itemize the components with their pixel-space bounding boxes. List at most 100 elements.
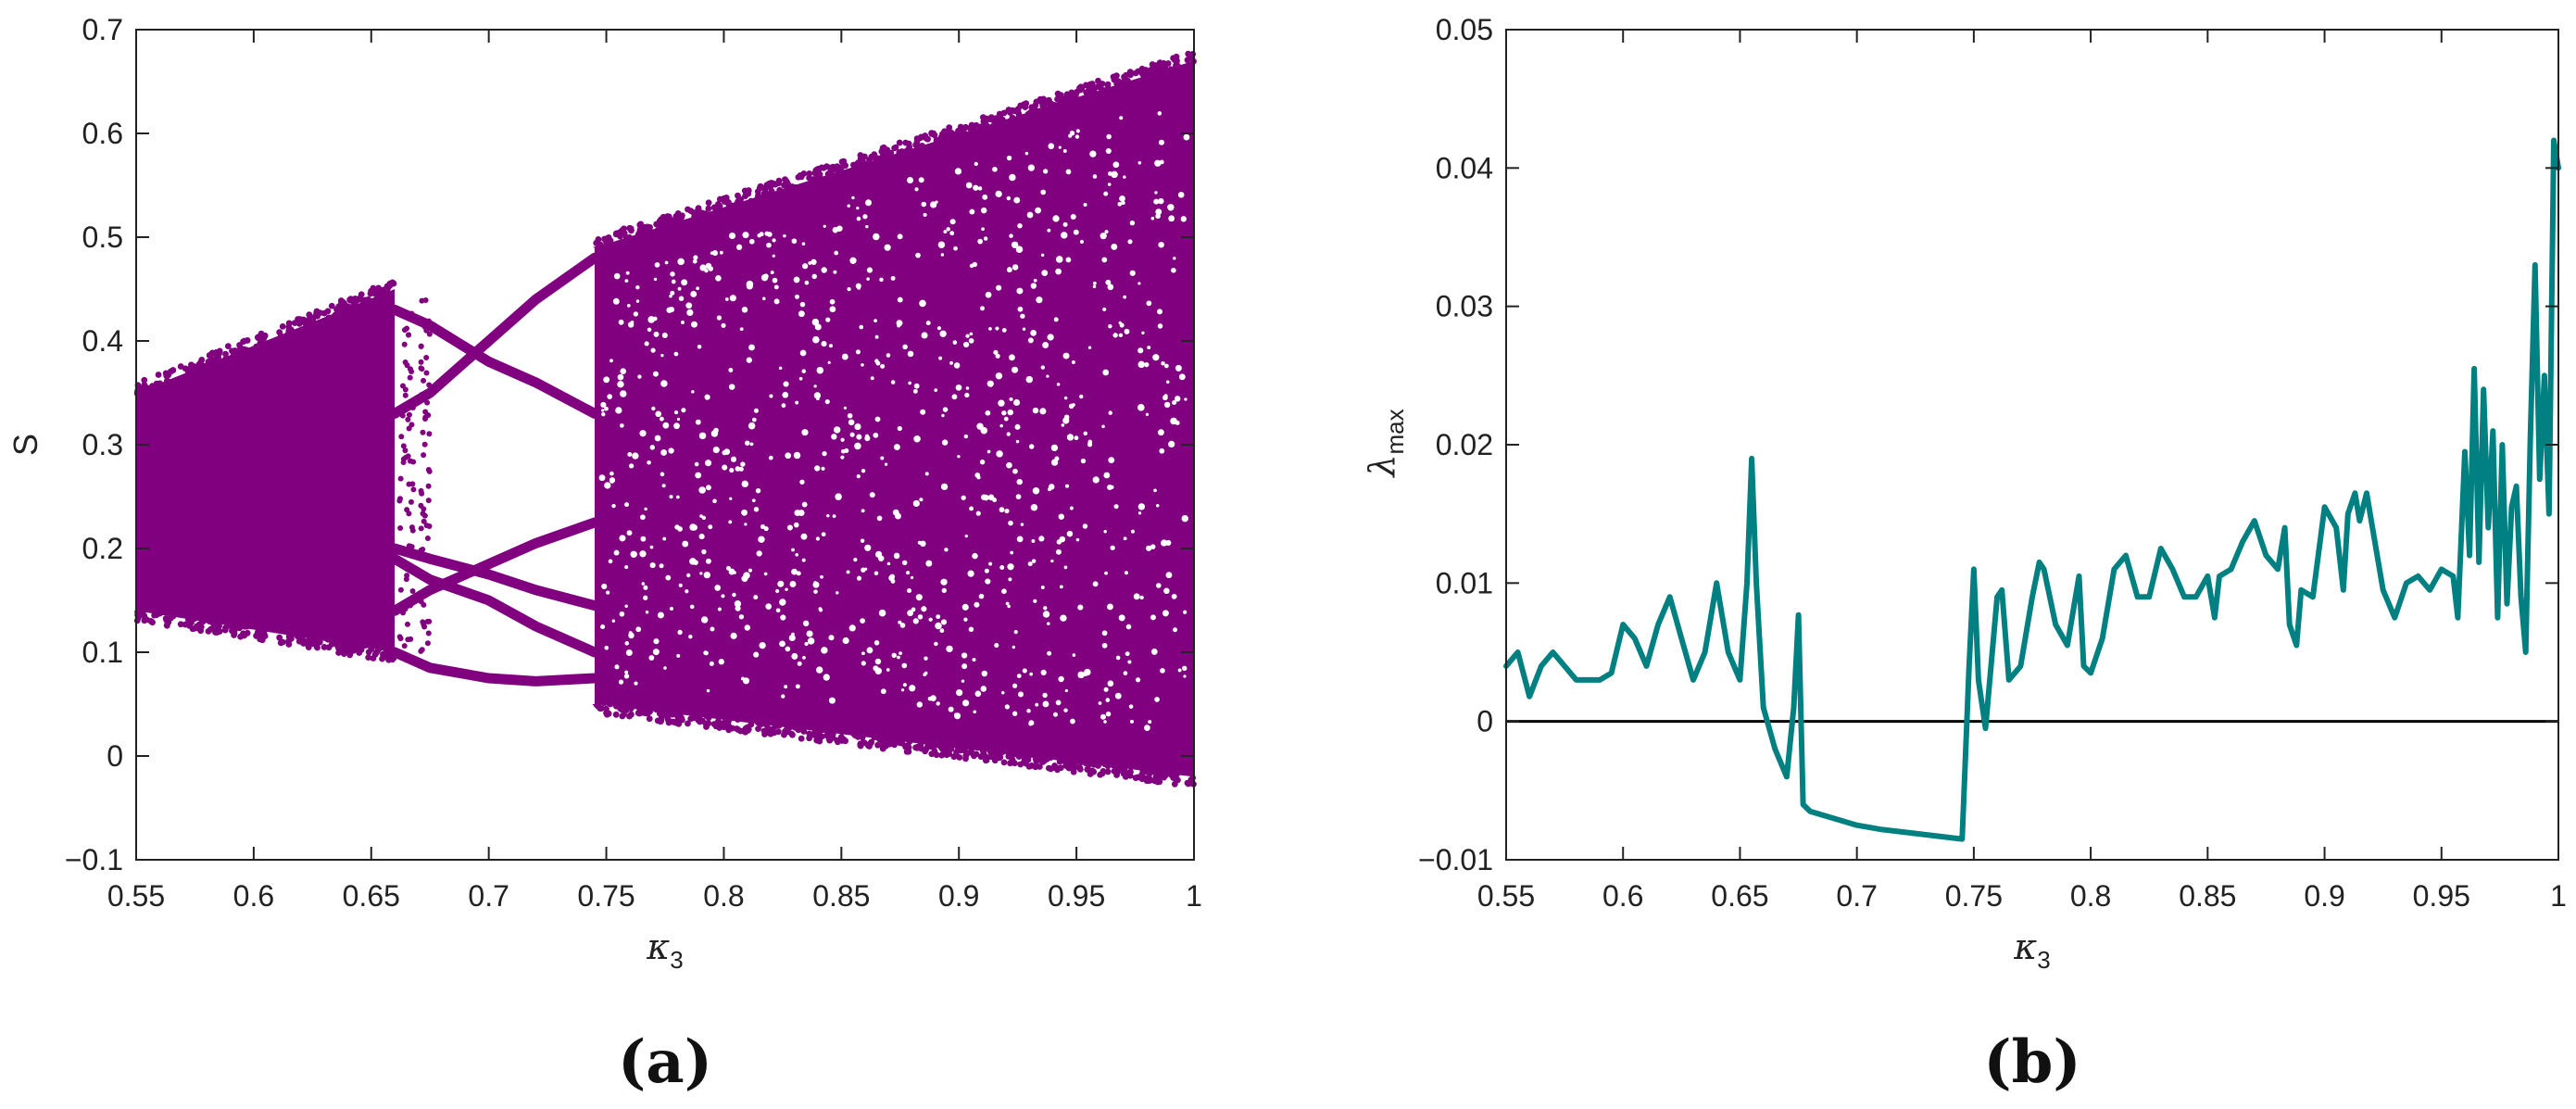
bifurcation-point — [690, 209, 697, 216]
band-gap — [1062, 417, 1070, 424]
band-gap — [1030, 330, 1037, 336]
bifurcation-point — [422, 414, 429, 421]
bifurcation-point — [806, 735, 813, 742]
bifurcation-point — [1114, 83, 1122, 90]
band-gap — [841, 353, 848, 360]
bifurcation-point — [695, 205, 702, 212]
band-gap — [941, 439, 949, 446]
band-gap — [761, 296, 766, 301]
band-gap — [897, 655, 900, 660]
band-gap — [861, 651, 865, 656]
bifurcation-point — [674, 211, 682, 219]
band-gap — [1103, 720, 1107, 724]
band-gap — [765, 603, 773, 610]
band-gap — [1009, 397, 1013, 401]
band-gap — [709, 661, 714, 666]
band-gap — [1115, 655, 1121, 661]
band-gap — [715, 274, 722, 282]
band-gap — [930, 201, 937, 208]
band-gap — [650, 347, 656, 353]
band-gap — [884, 244, 891, 251]
band-gap — [1062, 221, 1068, 227]
band-gap — [913, 435, 921, 443]
band-gap — [1154, 159, 1162, 167]
panel-a-x-tick-label: 0.65 — [343, 879, 400, 913]
band-gap — [745, 440, 750, 446]
band-gap — [999, 565, 1005, 570]
band-gap — [673, 351, 679, 357]
band-gap — [798, 376, 803, 381]
band-gap — [920, 409, 926, 415]
bifurcation-point — [882, 156, 889, 163]
band-gap — [1168, 440, 1175, 448]
band-gap — [608, 559, 613, 564]
bifurcation-point — [962, 131, 970, 138]
band-gap — [886, 668, 890, 672]
panel-b-x-tick-label: 0.85 — [2179, 879, 2236, 913]
band-gap — [1152, 354, 1160, 361]
band-gap — [1026, 211, 1034, 219]
bifurcation-point — [879, 736, 886, 742]
band-gap — [954, 712, 959, 717]
band-gap — [876, 515, 883, 522]
bifurcation-point — [421, 441, 428, 447]
bifurcation-point — [288, 326, 295, 334]
band-gap — [661, 484, 666, 488]
bifurcation-point — [1187, 53, 1195, 60]
band-gap — [943, 230, 948, 233]
band-gap — [1070, 213, 1076, 221]
band-gap — [1150, 544, 1156, 549]
bifurcation-point — [656, 710, 663, 717]
band-gap — [1001, 410, 1007, 416]
band-gap — [840, 437, 845, 442]
bifurcation-point — [716, 202, 723, 209]
bifurcation-point — [654, 717, 661, 725]
bifurcation-point — [705, 205, 712, 212]
band-gap — [1053, 317, 1059, 322]
band-gap — [662, 422, 670, 429]
band-gap — [704, 394, 710, 400]
bifurcation-point — [408, 422, 415, 428]
band-gap — [998, 399, 1005, 407]
band-gap — [1063, 708, 1068, 712]
band-gap — [643, 595, 648, 600]
band-gap — [655, 410, 662, 418]
band-gap — [769, 394, 773, 398]
band-gap — [598, 474, 606, 482]
band-gap — [795, 684, 800, 689]
band-gap — [1150, 614, 1156, 621]
band-gap — [969, 332, 974, 336]
bifurcation-point — [912, 744, 919, 751]
bifurcation-point — [279, 323, 286, 330]
band-gap — [802, 263, 809, 270]
band-gap — [729, 497, 733, 500]
band-gap — [954, 168, 962, 175]
band-gap — [866, 277, 870, 281]
bifurcation-point — [595, 703, 602, 710]
band-gap — [789, 581, 797, 587]
band-gap — [816, 666, 823, 674]
band-gap — [647, 327, 652, 333]
band-gap — [697, 344, 702, 349]
band-gap — [782, 391, 789, 398]
band-gap — [834, 426, 841, 434]
band-gap — [785, 452, 792, 460]
bifurcation-point — [933, 140, 940, 147]
band-gap — [1032, 487, 1040, 495]
bifurcation-point — [149, 619, 156, 626]
band-gap — [686, 309, 694, 317]
bifurcation-point — [1086, 761, 1093, 768]
band-gap — [1033, 599, 1037, 603]
band-gap — [826, 514, 830, 518]
band-gap — [820, 574, 823, 579]
bifurcation-point — [401, 327, 408, 334]
bifurcation-point — [943, 746, 950, 753]
bifurcation-point — [320, 644, 328, 650]
band-gap — [1121, 200, 1125, 206]
band-gap — [1107, 171, 1112, 176]
bifurcation-point — [1009, 114, 1016, 121]
band-gap — [1040, 365, 1046, 370]
band-gap — [633, 311, 639, 317]
band-gap — [653, 277, 658, 282]
band-gap — [827, 360, 831, 364]
